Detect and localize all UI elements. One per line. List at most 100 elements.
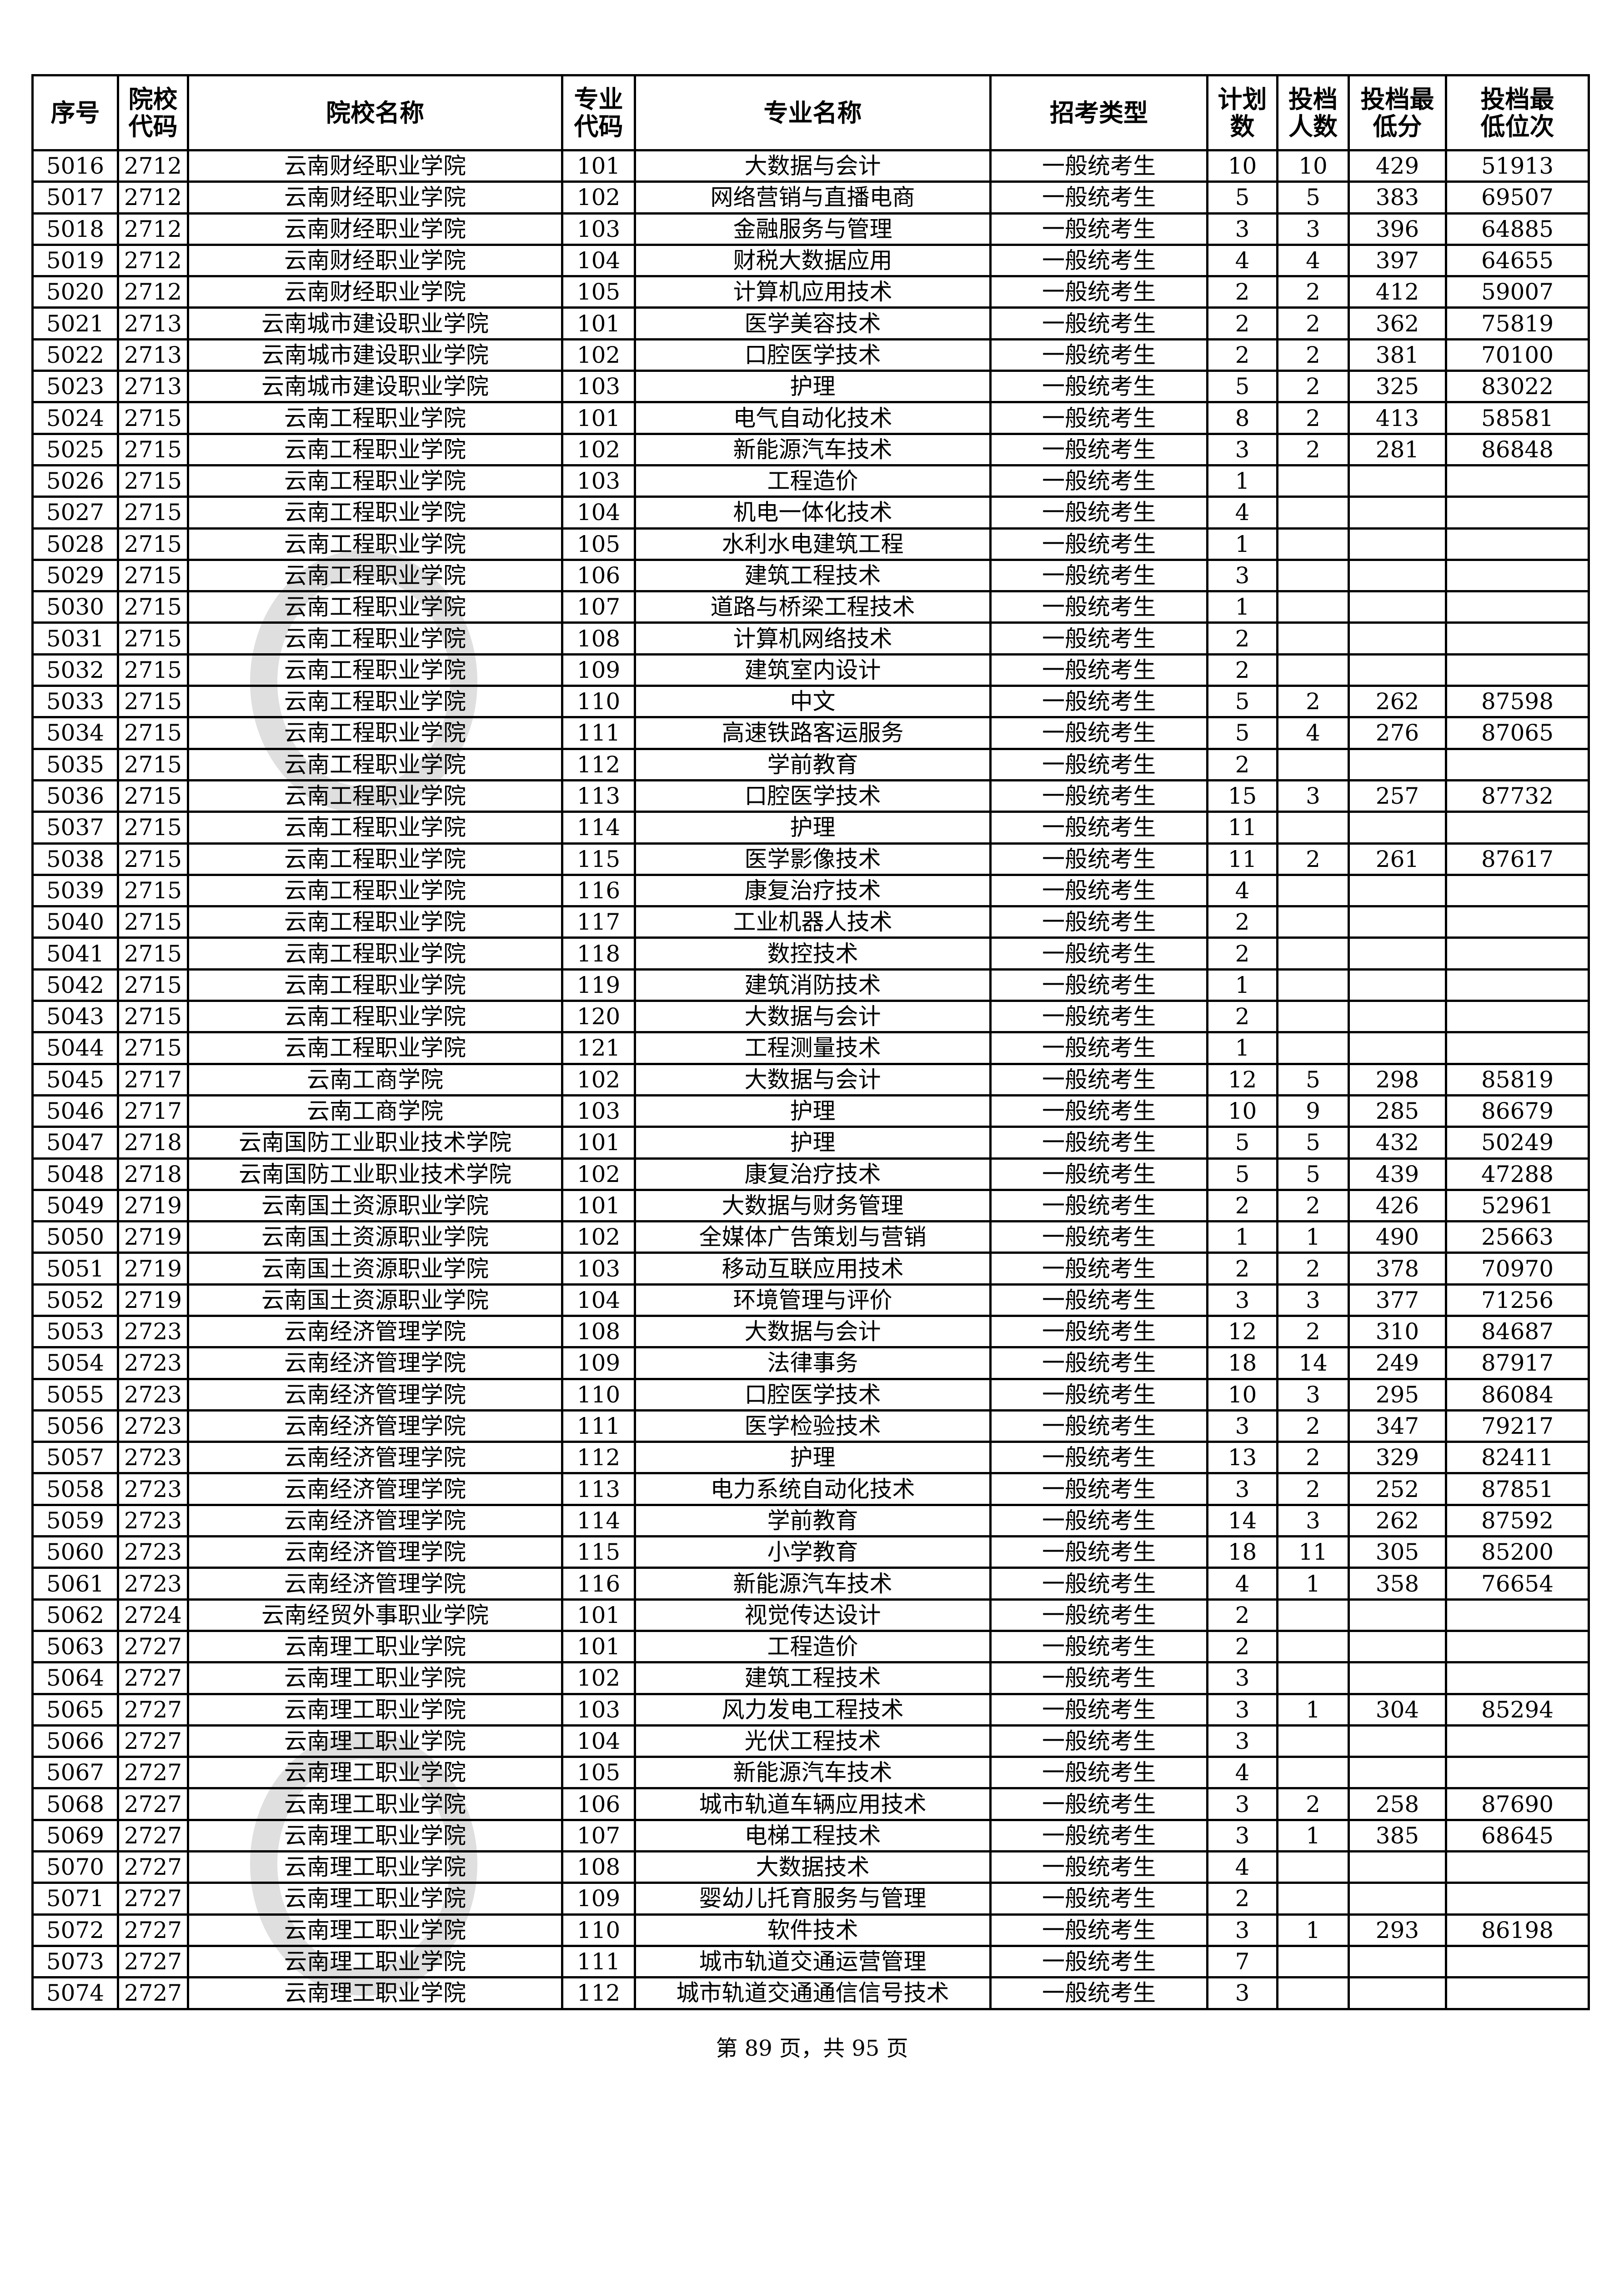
cell-school-name: 云南国土资源职业学院 (187, 1252, 563, 1286)
cell-min-score (1348, 968, 1447, 1002)
cell-plan-count: 2 (1206, 747, 1278, 781)
header-min-rank: 投档最低位次 (1445, 74, 1590, 151)
cell-plan-count: 3 (1206, 1692, 1278, 1727)
cell-school-code: 2715 (117, 496, 189, 530)
cell-min-score: 378 (1348, 1252, 1447, 1286)
cell-major-name: 大数据与会计 (634, 1062, 992, 1096)
cell-admitted-count: 2 (1276, 306, 1350, 340)
cell-plan-count: 3 (1206, 1818, 1278, 1853)
cell-plan-count: 1 (1206, 590, 1278, 624)
table-row: 5029 2715 云南工程职业学院 106 建筑工程技术 一般统考生 3 (31, 558, 1590, 593)
cell-major-name: 电气自动化技术 (634, 401, 992, 435)
cell-major-code: 103 (561, 212, 636, 246)
cell-major-code: 110 (561, 1377, 636, 1412)
cell-admitted-count: 1 (1276, 1220, 1350, 1254)
cell-plan-count: 18 (1206, 1346, 1278, 1380)
cell-plan-count: 2 (1206, 936, 1278, 971)
cell-seq: 5074 (31, 1976, 119, 2010)
cell-plan-count: 3 (1206, 1472, 1278, 1506)
cell-major-code: 113 (561, 1472, 636, 1506)
cell-plan-count: 3 (1206, 212, 1278, 246)
cell-major-code: 111 (561, 1944, 636, 1979)
cell-min-score (1348, 1724, 1447, 1758)
cell-min-rank: 86679 (1445, 1094, 1590, 1128)
cell-school-name: 云南工程职业学院 (187, 496, 563, 530)
table-row: 5065 2727 云南理工职业学院 103 风力发电工程技术 一般统考生 3 1 304 852… (31, 1692, 1590, 1727)
cell-major-name: 医学美容技术 (634, 306, 992, 340)
cell-major-code: 111 (561, 716, 636, 750)
cell-exam-type: 一般统考生 (989, 1252, 1208, 1286)
cell-exam-type: 一般统考生 (989, 1850, 1208, 1884)
cell-seq: 5021 (31, 306, 119, 340)
header-school-code: 院校代码 (117, 74, 189, 151)
cell-min-score: 358 (1348, 1567, 1447, 1601)
cell-school-code: 2713 (117, 370, 189, 404)
cell-plan-count: 11 (1206, 811, 1278, 845)
cell-plan-count: 13 (1206, 1441, 1278, 1475)
cell-exam-type: 一般统考生 (989, 1598, 1208, 1632)
cell-min-score: 262 (1348, 685, 1447, 719)
cell-major-name: 工程测量技术 (634, 1031, 992, 1065)
cell-admitted-count: 2 (1276, 1252, 1350, 1286)
cell-school-code: 2727 (117, 1692, 189, 1727)
cell-seq: 5042 (31, 968, 119, 1002)
cell-school-code: 2727 (117, 1818, 189, 1853)
cell-plan-count: 4 (1206, 1850, 1278, 1884)
cell-school-code: 2715 (117, 527, 189, 561)
header-seq: 序号 (31, 74, 119, 151)
admission-table: 序号 院校代码 院校名称 专业代码 专业名称 招考类型 计划数 投档人数 投档最低分 投档最低位次… (31, 74, 1590, 2010)
cell-exam-type: 一般统考生 (989, 1944, 1208, 1979)
cell-min-rank (1445, 1031, 1590, 1065)
cell-school-code: 2715 (117, 936, 189, 971)
cell-exam-type: 一般统考生 (989, 1882, 1208, 1916)
table-row: 5039 2715 云南工程职业学院 116 康复治疗技术 一般统考生 4 (31, 873, 1590, 908)
cell-min-rank: 76654 (1445, 1567, 1590, 1601)
cell-min-score: 381 (1348, 338, 1447, 372)
table-row: 5040 2715 云南工程职业学院 117 工业机器人技术 一般统考生 2 (31, 905, 1590, 939)
cell-plan-count: 10 (1206, 1377, 1278, 1412)
cell-admitted-count: 2 (1276, 1409, 1350, 1443)
cell-major-name: 高速铁路客运服务 (634, 716, 992, 750)
cell-seq: 5056 (31, 1409, 119, 1443)
cell-min-rank (1445, 1976, 1590, 2010)
cell-school-name: 云南财经职业学院 (187, 243, 563, 278)
cell-major-code: 103 (561, 1252, 636, 1286)
cell-admitted-count: 1 (1276, 1913, 1350, 1947)
cell-min-rank: 59007 (1445, 275, 1590, 309)
cell-major-code: 110 (561, 1913, 636, 1947)
cell-admitted-count (1276, 1882, 1350, 1916)
cell-major-name: 护理 (634, 811, 992, 845)
cell-major-name: 大数据与财务管理 (634, 1188, 992, 1223)
cell-exam-type: 一般统考生 (989, 432, 1208, 466)
cell-school-name: 云南工程职业学院 (187, 842, 563, 876)
cell-min-score (1348, 1944, 1447, 1979)
cell-min-score: 295 (1348, 1377, 1447, 1412)
cell-school-code: 2727 (117, 1913, 189, 1947)
cell-major-name: 护理 (634, 1126, 992, 1160)
cell-major-name: 护理 (634, 1094, 992, 1128)
cell-major-name: 工程造价 (634, 464, 992, 498)
cell-seq: 5036 (31, 779, 119, 813)
cell-seq: 5057 (31, 1441, 119, 1475)
cell-seq: 5053 (31, 1314, 119, 1349)
cell-seq: 5055 (31, 1377, 119, 1412)
cell-plan-count: 2 (1206, 1252, 1278, 1286)
cell-plan-count: 15 (1206, 779, 1278, 813)
cell-min-rank (1445, 1661, 1590, 1695)
table-row: 5051 2719 云南国土资源职业学院 103 移动互联应用技术 一般统考生 2 2 378 7… (31, 1252, 1590, 1286)
cell-major-name: 学前教育 (634, 747, 992, 781)
cell-min-rank (1445, 496, 1590, 530)
cell-min-score (1348, 1598, 1447, 1632)
cell-plan-count: 3 (1206, 432, 1278, 466)
cell-seq: 5054 (31, 1346, 119, 1380)
table-row: 5056 2723 云南经济管理学院 111 医学检验技术 一般统考生 3 2 347 79217 (31, 1409, 1590, 1443)
cell-seq: 5058 (31, 1472, 119, 1506)
cell-min-rank: 86198 (1445, 1913, 1590, 1947)
cell-min-rank (1445, 1000, 1590, 1034)
table-row: 5031 2715 云南工程职业学院 108 计算机网络技术 一般统考生 2 (31, 621, 1590, 656)
cell-seq: 5019 (31, 243, 119, 278)
cell-plan-count: 2 (1206, 905, 1278, 939)
cell-major-name: 康复治疗技术 (634, 873, 992, 908)
table-row: 5045 2717 云南工商学院 102 大数据与会计 一般统考生 12 5 298 85819 (31, 1062, 1590, 1096)
table-row: 5035 2715 云南工程职业学院 112 学前教育 一般统考生 2 (31, 747, 1590, 781)
